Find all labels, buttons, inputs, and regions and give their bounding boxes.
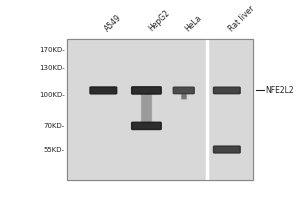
- Text: A549: A549: [103, 13, 124, 33]
- Bar: [141, 114, 152, 115]
- Bar: [141, 101, 152, 102]
- Bar: [141, 119, 152, 120]
- Bar: [141, 116, 152, 117]
- Bar: [141, 103, 152, 104]
- Bar: [141, 112, 152, 113]
- Bar: [141, 122, 152, 123]
- Bar: [141, 107, 152, 108]
- Bar: [141, 108, 152, 109]
- Text: NFE2L2: NFE2L2: [266, 86, 294, 95]
- Bar: [141, 113, 152, 114]
- FancyBboxPatch shape: [90, 87, 117, 94]
- Bar: [141, 106, 152, 107]
- Bar: [141, 121, 152, 122]
- Bar: [141, 117, 152, 118]
- FancyBboxPatch shape: [132, 122, 161, 130]
- Bar: [141, 102, 152, 103]
- FancyBboxPatch shape: [214, 87, 240, 94]
- Text: HepG2: HepG2: [146, 8, 171, 33]
- Bar: [141, 118, 152, 119]
- Bar: [68, 39, 253, 180]
- FancyBboxPatch shape: [214, 146, 240, 153]
- Text: HeLa: HeLa: [184, 13, 204, 33]
- Text: 100KD-: 100KD-: [39, 92, 64, 98]
- Bar: [141, 105, 152, 106]
- Bar: [141, 104, 152, 105]
- Bar: [141, 97, 152, 98]
- Bar: [141, 99, 152, 100]
- Bar: [141, 111, 152, 112]
- Bar: [141, 96, 152, 97]
- Text: 130KD-: 130KD-: [39, 65, 64, 71]
- FancyBboxPatch shape: [132, 87, 161, 94]
- Bar: [141, 100, 152, 101]
- Bar: [141, 98, 152, 99]
- Text: Rat liver: Rat liver: [227, 4, 256, 33]
- Text: 55KD-: 55KD-: [44, 147, 64, 153]
- FancyBboxPatch shape: [173, 87, 194, 94]
- Bar: [141, 95, 152, 96]
- Bar: [141, 115, 152, 116]
- Bar: [141, 94, 152, 95]
- Bar: [141, 110, 152, 111]
- Bar: [141, 93, 152, 94]
- Bar: [141, 120, 152, 121]
- Bar: [68, 39, 253, 180]
- Text: 170KD-: 170KD-: [39, 47, 64, 53]
- Bar: [141, 109, 152, 110]
- Text: 70KD-: 70KD-: [43, 123, 64, 129]
